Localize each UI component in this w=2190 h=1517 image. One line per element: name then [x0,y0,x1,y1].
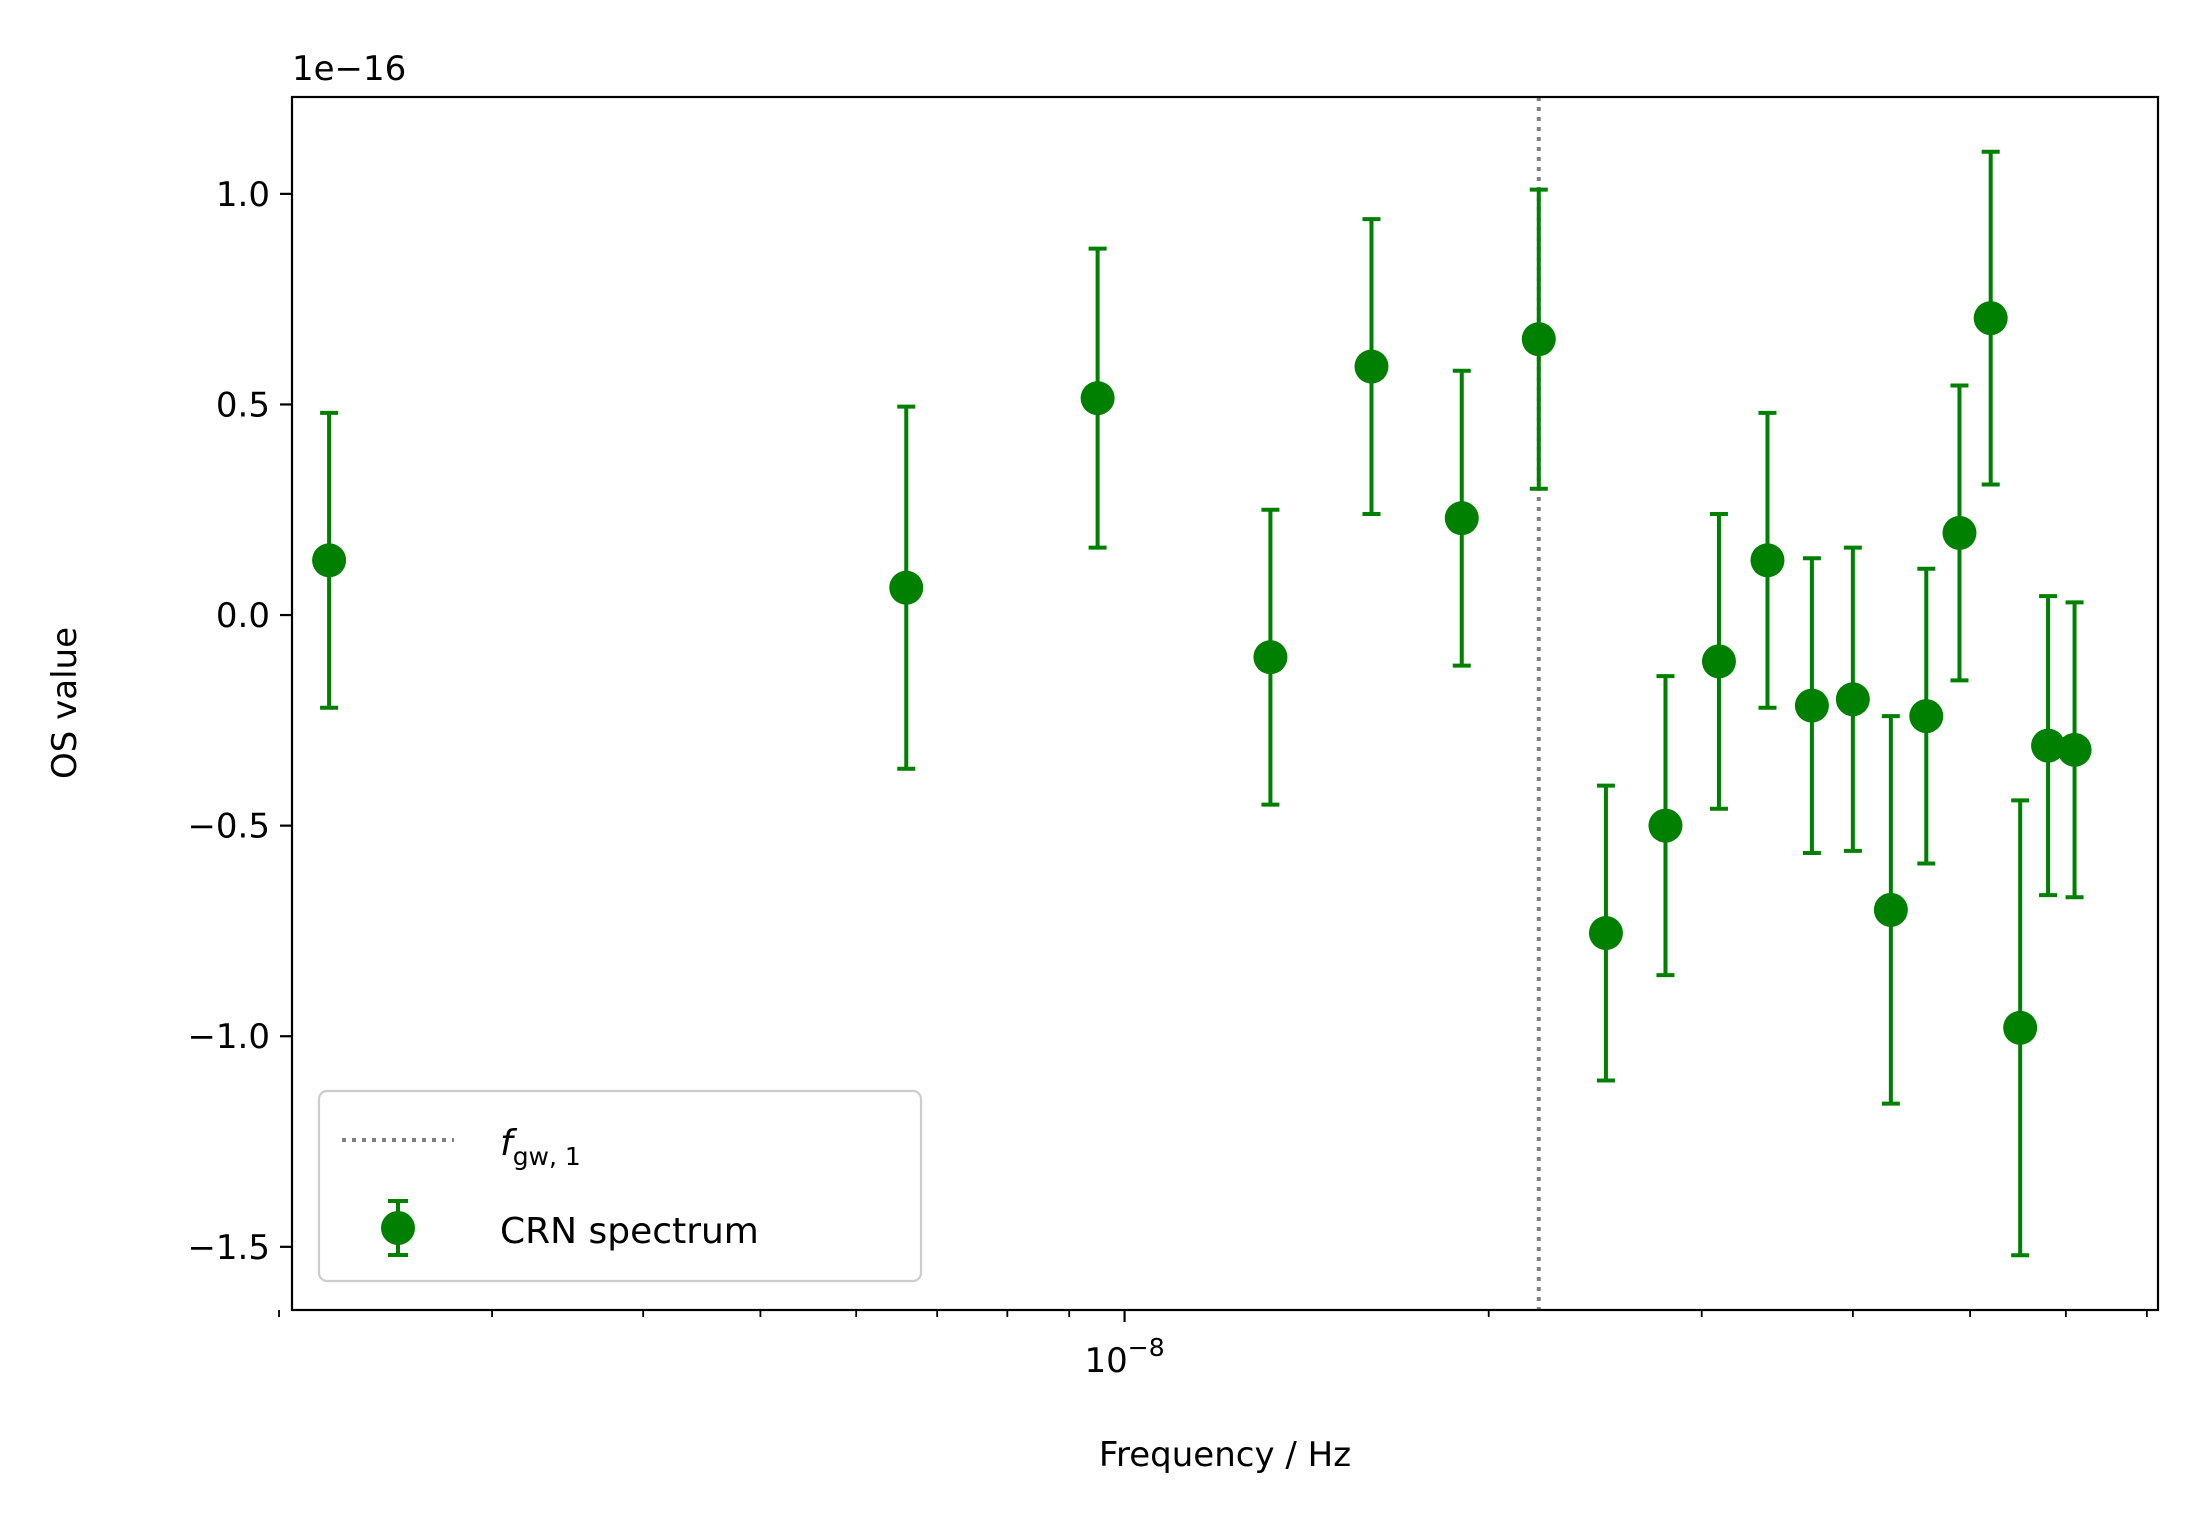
data-marker [1794,688,1829,723]
data-point [1354,217,1389,516]
data-marker [1750,543,1785,578]
x-tick-label: 10−8 [1084,1333,1164,1381]
data-marker [2057,732,2092,767]
data-marker [889,570,924,605]
y-tick-label: 1.0 [216,175,270,215]
y-axis: −1.5 −1.0 −0.5 0.0 0.5 1.0 [187,175,292,1268]
data-point [1750,410,1785,710]
data-marker [1973,301,2008,336]
axes-frame [290,95,2160,1312]
data-point [1942,383,1977,683]
data-point [889,404,924,771]
data-point [2031,594,2066,898]
data-point [1648,674,1683,978]
x-axis: 10−8 [278,1310,2148,1381]
legend: fgw, 1 CRN spectrum [317,1089,923,1283]
data-point [1588,783,1623,1083]
data-marker [1648,808,1683,843]
legend-label-crn: CRN spectrum [500,1211,759,1252]
y-tick-label: −1.5 [187,1228,270,1268]
data-marker [1909,699,1944,734]
y-axis-label: OS value [45,627,85,779]
legend-label-fgw: fgw, 1 [500,1123,581,1171]
data-point [1835,545,1870,853]
data-marker [2003,1010,2038,1045]
x-axis-label: Frequency / Hz [1099,1435,1351,1475]
legend-marker [381,1211,415,1245]
data-point [1873,714,1908,1106]
data-point [1973,149,2008,487]
data-marker [1701,644,1736,679]
data-point [1701,511,1736,811]
y-tick-label: −0.5 [187,807,270,847]
data-marker [312,543,347,578]
y-multiplier-label: 1e−16 [292,49,406,89]
legend-errorbar-handle [381,1199,415,1257]
data-marker [1588,916,1623,951]
data-marker [2031,728,2066,763]
legend-box [317,1089,923,1283]
data-marker [1942,515,1977,550]
data-marker [1835,682,1870,717]
data-point [312,410,347,710]
data-point [1521,187,1556,491]
data-marker [1873,892,1908,927]
plot-content [312,97,2092,1310]
data-point [1253,507,1288,807]
data-marker [1354,349,1389,384]
data-marker [1444,501,1479,536]
data-point [1794,556,1829,856]
y-tick-label: 0.5 [216,385,270,425]
data-point [2003,798,2038,1258]
y-tick-label: 0.0 [216,596,270,636]
y-tick-label: −1.0 [187,1017,270,1057]
data-point [1080,246,1115,550]
data-marker [1521,322,1556,357]
data-point [2057,600,2092,900]
data-marker [1080,381,1115,416]
data-point [1444,368,1479,668]
data-point [1909,566,1944,866]
data-marker [1253,640,1288,675]
